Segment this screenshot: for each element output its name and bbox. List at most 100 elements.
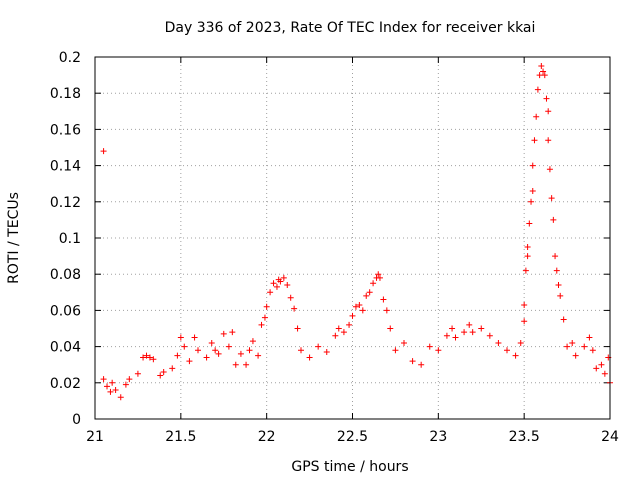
data-point xyxy=(601,370,608,377)
data-point xyxy=(536,72,543,79)
data-point xyxy=(383,307,390,314)
plot-frame xyxy=(94,56,611,420)
x-tick-label: 21 xyxy=(86,429,104,445)
data-point xyxy=(524,253,531,260)
data-point xyxy=(134,370,141,377)
data-point xyxy=(557,292,564,299)
y-tick-label: 0.02 xyxy=(50,376,81,392)
data-point xyxy=(229,329,236,336)
data-point xyxy=(277,278,284,285)
data-point xyxy=(586,334,593,341)
data-point xyxy=(243,361,250,368)
data-point xyxy=(294,325,301,332)
x-tick-label: 23.5 xyxy=(509,429,540,445)
data-point xyxy=(208,339,215,346)
x-tick-label: 22 xyxy=(258,429,276,445)
x-tick-label: 22.5 xyxy=(337,429,368,445)
data-point xyxy=(466,321,473,328)
data-point xyxy=(150,356,157,363)
data-point xyxy=(169,365,176,372)
data-point xyxy=(315,343,322,350)
data-point xyxy=(255,352,262,359)
data-point xyxy=(512,352,519,359)
data-point xyxy=(486,332,493,339)
data-point xyxy=(203,354,210,361)
data-point xyxy=(306,354,313,361)
data-point xyxy=(370,280,377,287)
data-point xyxy=(376,274,383,281)
data-point xyxy=(569,339,576,346)
data-point xyxy=(541,72,548,79)
y-tick-label: 0.04 xyxy=(50,340,81,356)
y-axis-label: ROTI / TECUs xyxy=(6,192,22,284)
data-point xyxy=(249,338,256,345)
data-point xyxy=(553,267,560,274)
y-tick-label: 0.18 xyxy=(50,86,81,102)
data-point xyxy=(452,334,459,341)
y-tick-label: 0.2 xyxy=(59,50,81,66)
data-point xyxy=(545,137,552,144)
data-point xyxy=(540,68,547,75)
data-point xyxy=(363,292,370,299)
data-point xyxy=(195,347,201,354)
y-tick-label: 0.08 xyxy=(50,267,81,283)
data-point xyxy=(232,361,239,368)
y-tick-label: 0.16 xyxy=(50,122,81,138)
data-point xyxy=(593,365,600,372)
data-point xyxy=(443,332,450,339)
data-point xyxy=(418,361,425,368)
data-point xyxy=(478,325,485,332)
data-point xyxy=(521,301,528,308)
data-point xyxy=(533,113,540,120)
data-point xyxy=(546,166,553,173)
data-point xyxy=(104,383,111,390)
data-point xyxy=(352,303,359,310)
data-point xyxy=(572,352,579,359)
y-tick-label: 0 xyxy=(72,412,81,428)
data-point xyxy=(380,296,387,303)
data-point xyxy=(191,334,198,341)
data-point xyxy=(263,303,270,310)
data-point xyxy=(261,314,268,321)
data-point xyxy=(177,334,184,341)
data-point xyxy=(117,394,124,401)
x-axis-label: GPS time / hours xyxy=(291,459,408,475)
data-point xyxy=(212,347,219,354)
data-point xyxy=(273,283,280,290)
data-point xyxy=(550,216,557,223)
data-point xyxy=(122,381,129,388)
data-point xyxy=(160,368,167,375)
data-point xyxy=(517,339,524,346)
data-point xyxy=(267,289,274,296)
data-point xyxy=(100,148,107,155)
y-tick-label: 0.12 xyxy=(50,195,81,211)
data-point xyxy=(270,280,277,287)
data-point xyxy=(225,343,232,350)
data-point xyxy=(375,271,382,278)
data-point xyxy=(387,325,394,332)
data-point xyxy=(181,343,188,350)
data-point xyxy=(598,361,605,368)
data-point xyxy=(340,329,347,336)
data-point xyxy=(435,347,442,354)
x-tick-label: 21.5 xyxy=(165,429,196,445)
x-tick-label: 23 xyxy=(429,429,447,445)
data-point xyxy=(107,388,114,395)
data-point xyxy=(528,198,535,205)
data-point xyxy=(426,343,433,350)
data-point xyxy=(589,347,596,354)
data-point xyxy=(143,352,150,359)
data-point xyxy=(109,379,116,386)
data-point xyxy=(366,289,373,296)
data-point xyxy=(449,325,456,332)
data-point xyxy=(524,244,531,251)
data-point xyxy=(356,301,363,308)
data-point xyxy=(291,305,298,312)
data-point xyxy=(529,187,536,194)
data-point xyxy=(392,347,399,354)
data-point xyxy=(186,358,193,365)
data-point xyxy=(323,349,330,356)
y-tick-label: 0.06 xyxy=(50,303,81,319)
data-point xyxy=(287,294,294,301)
